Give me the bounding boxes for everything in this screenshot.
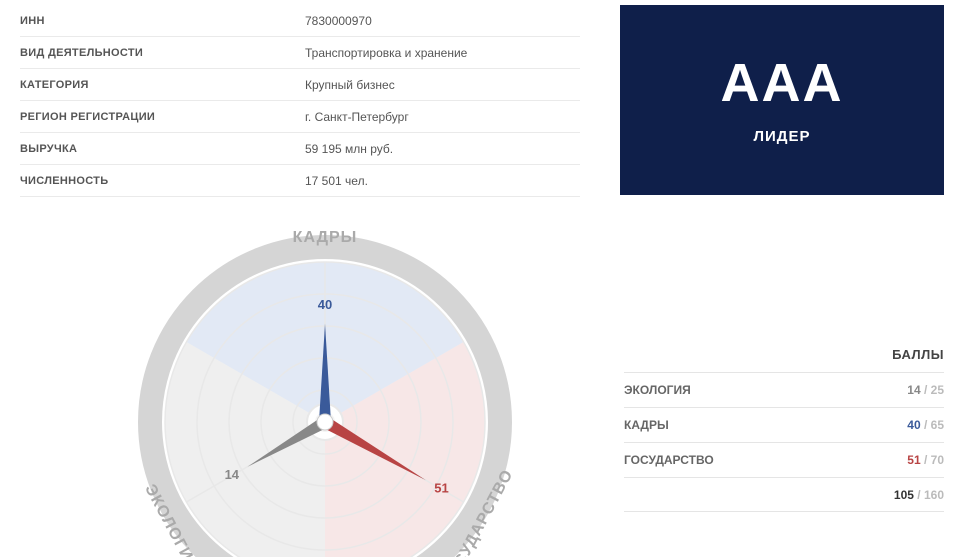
score-values: 14 / 25 [907, 383, 944, 397]
info-row: ИНН 7830000970 [20, 5, 580, 37]
info-label: ВИД ДЕЯТЕЛЬНОСТИ [20, 47, 305, 59]
radar-chart: 405114КАДРЫГОСУДАРСТВОЭКОЛОГИЯ [20, 217, 540, 547]
info-label: РЕГИОН РЕГИСТРАЦИИ [20, 111, 305, 123]
score-name: ГОСУДАРСТВО [624, 453, 714, 467]
info-label: КАТЕГОРИЯ [20, 79, 305, 91]
info-value: 7830000970 [305, 14, 372, 28]
info-label: ИНН [20, 15, 305, 27]
info-value: 17 501 чел. [305, 174, 368, 188]
scores-panel: БАЛЛЫ ЭКОЛОГИЯ 14 / 25 КАДРЫ 40 / 65 ГОС… [624, 347, 944, 547]
info-row: РЕГИОН РЕГИСТРАЦИИ г. Санкт-Петербург [20, 101, 580, 133]
score-values: 105 / 160 [894, 488, 944, 502]
info-value: 59 195 млн руб. [305, 142, 393, 156]
svg-text:40: 40 [318, 297, 332, 312]
info-label: ЧИСЛЕННОСТЬ [20, 175, 305, 187]
info-value: Крупный бизнес [305, 78, 395, 92]
rating-letters: AAA [721, 56, 844, 110]
score-row-total: 105 / 160 [624, 477, 944, 512]
svg-text:14: 14 [225, 467, 240, 482]
score-values: 51 / 70 [907, 453, 944, 467]
info-row: ВИД ДЕЯТЕЛЬНОСТИ Транспортировка и хране… [20, 37, 580, 69]
svg-text:КАДРЫ: КАДРЫ [293, 229, 358, 246]
svg-text:51: 51 [434, 481, 448, 496]
info-value: г. Санкт-Петербург [305, 110, 409, 124]
score-name: ЭКОЛОГИЯ [624, 383, 691, 397]
info-row: ВЫРУЧКА 59 195 млн руб. [20, 133, 580, 165]
info-table: ИНН 7830000970 ВИД ДЕЯТЕЛЬНОСТИ Транспор… [20, 5, 580, 197]
rating-card: AAA ЛИДЕР [620, 5, 944, 195]
info-row: КАТЕГОРИЯ Крупный бизнес [20, 69, 580, 101]
score-values: 40 / 65 [907, 418, 944, 432]
info-row: ЧИСЛЕННОСТЬ 17 501 чел. [20, 165, 580, 197]
score-row: КАДРЫ 40 / 65 [624, 407, 944, 442]
score-name: КАДРЫ [624, 418, 669, 432]
info-label: ВЫРУЧКА [20, 143, 305, 155]
rating-label: ЛИДЕР [753, 128, 810, 145]
score-row: ЭКОЛОГИЯ 14 / 25 [624, 372, 944, 407]
score-row: ГОСУДАРСТВО 51 / 70 [624, 442, 944, 477]
scores-header: БАЛЛЫ [624, 347, 944, 372]
info-value: Транспортировка и хранение [305, 46, 467, 60]
